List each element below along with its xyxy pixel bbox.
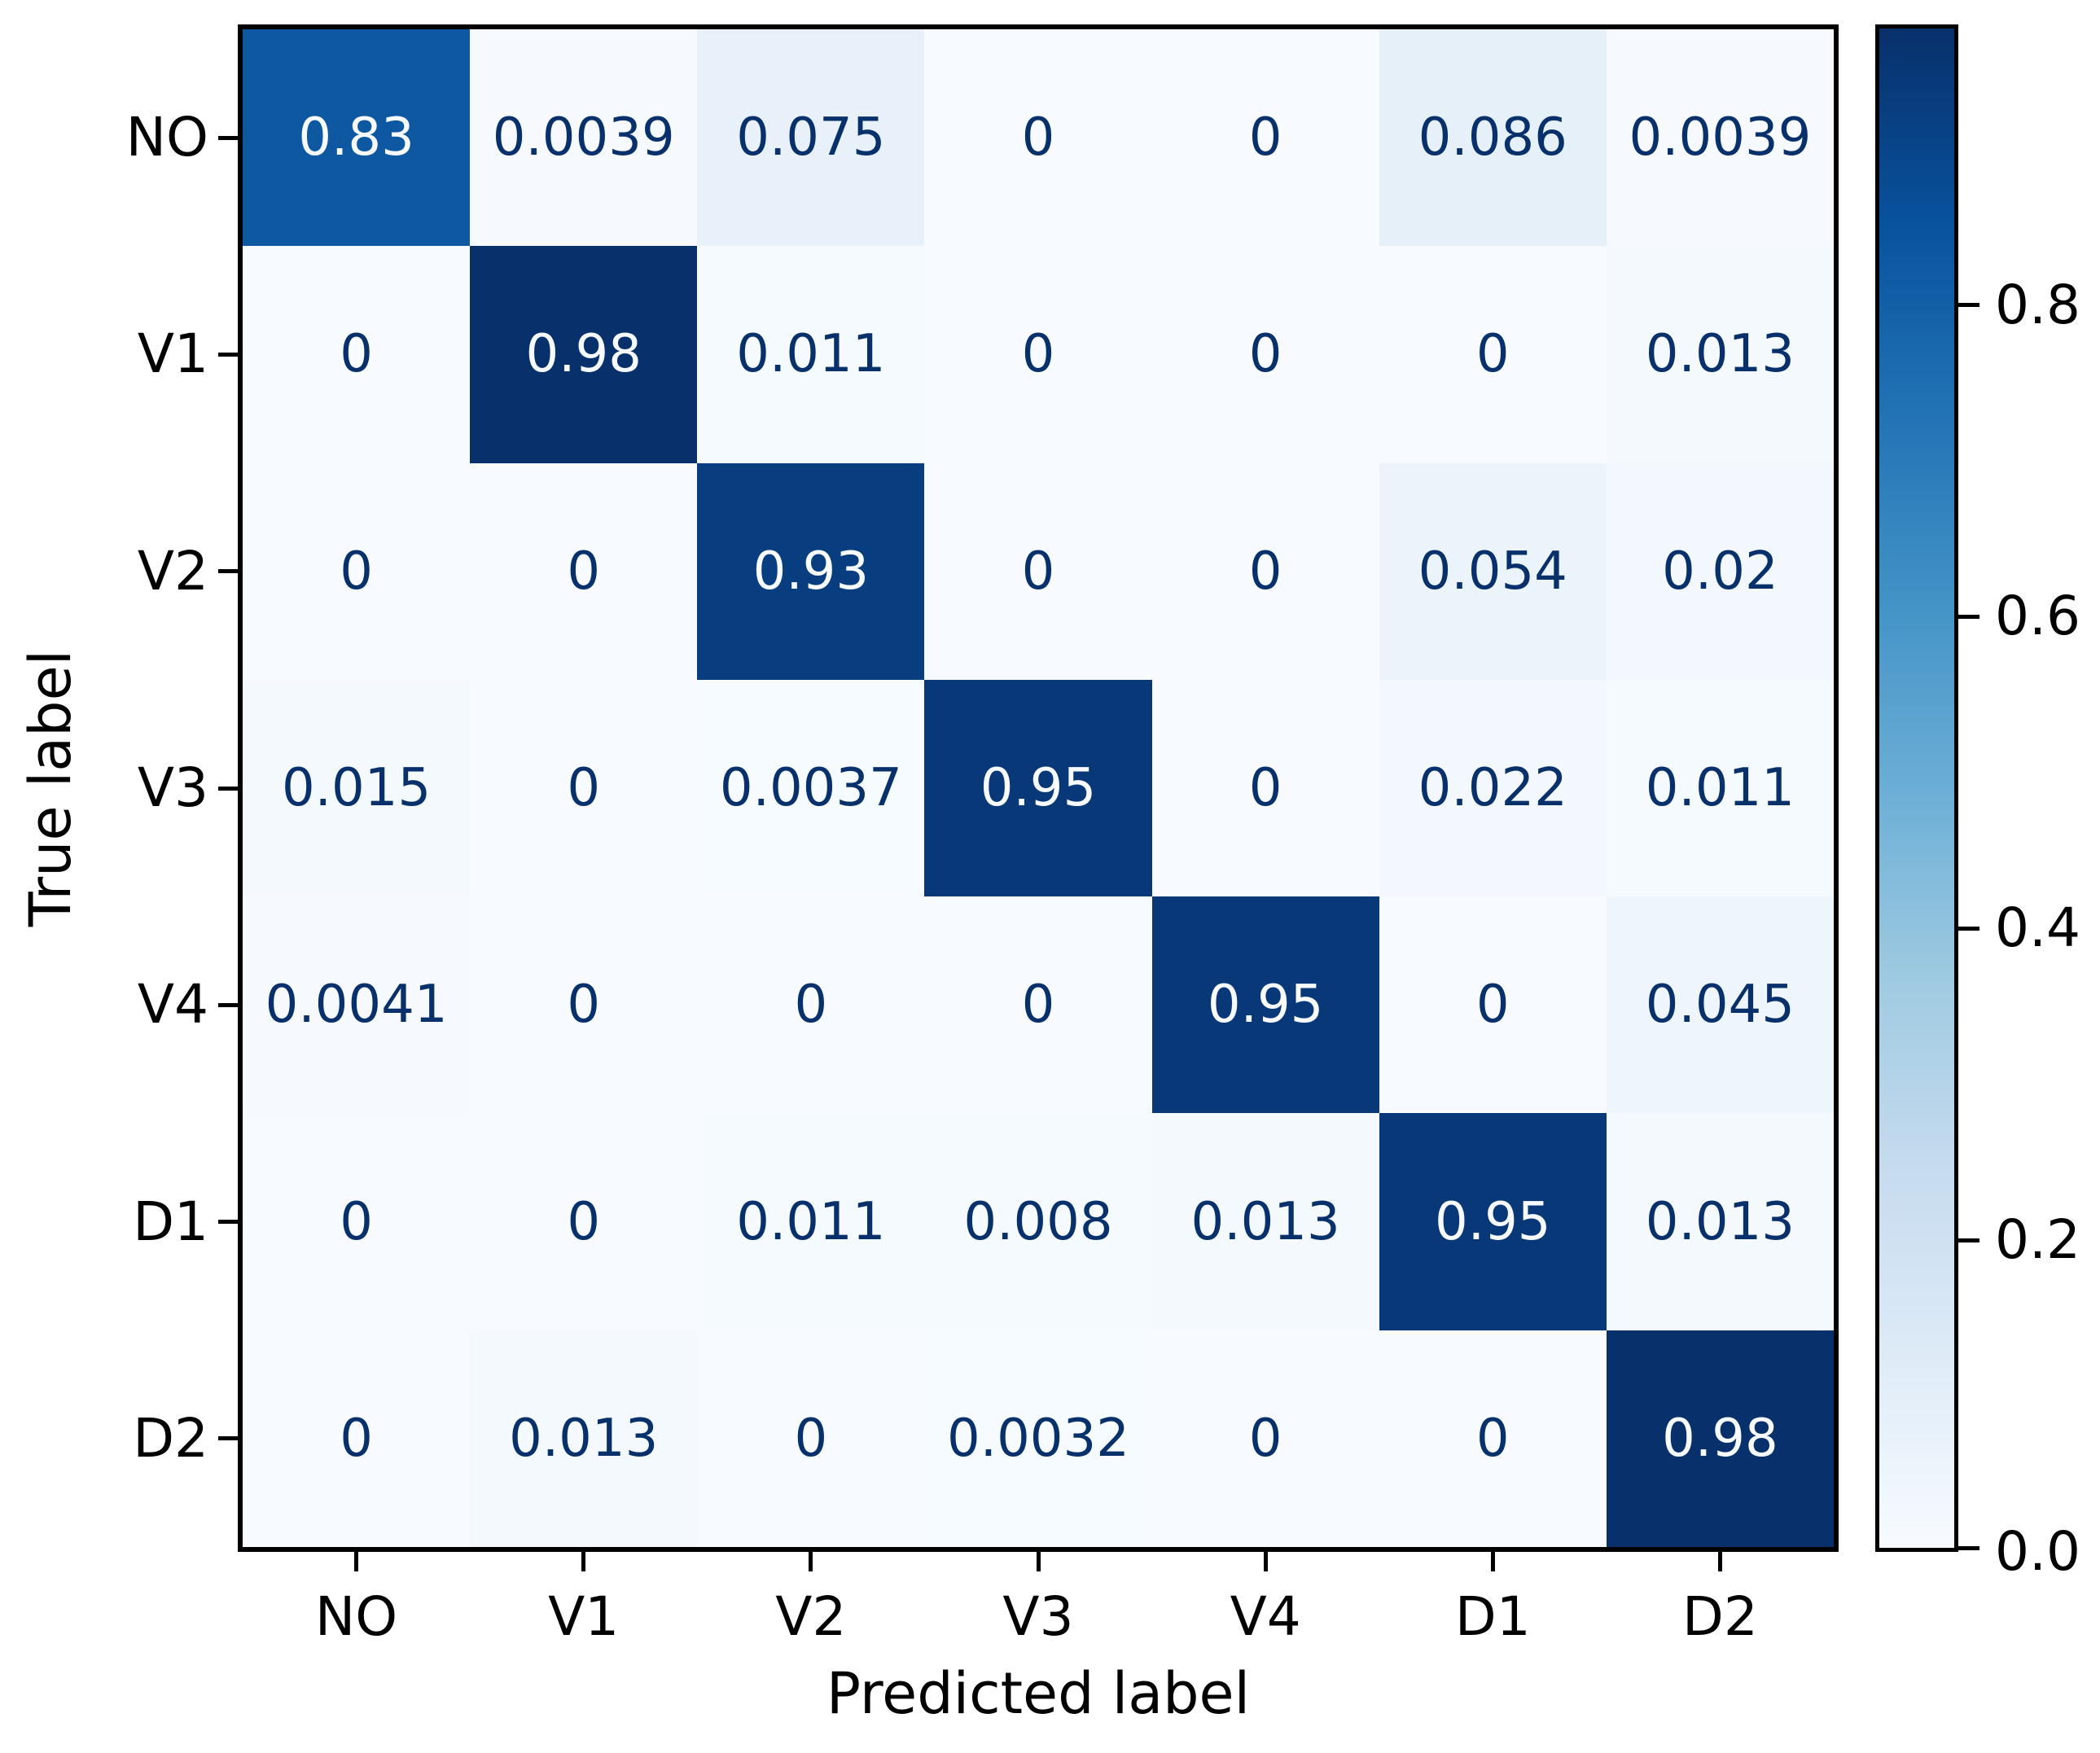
- colorbar-tick-mark: [1958, 926, 1979, 931]
- matrix-cell: 0.0037: [697, 679, 925, 897]
- matrix-cell: 0.93: [697, 462, 925, 680]
- y-tick-mark: [218, 569, 238, 574]
- matrix-cell: 0: [1151, 1330, 1379, 1547]
- matrix-cell: 0.98: [1606, 1330, 1834, 1547]
- matrix-cell: 0: [470, 679, 698, 897]
- matrix-cell: 0.0039: [470, 29, 698, 247]
- matrix-cell: 0.013: [1606, 1113, 1834, 1330]
- matrix-cell: 0.011: [697, 1113, 925, 1330]
- matrix-cell: 0: [470, 896, 698, 1114]
- matrix-cell: 0.95: [1151, 896, 1379, 1114]
- colorbar-tick-mark: [1958, 1238, 1979, 1242]
- x-tick-label: V3: [1002, 1585, 1074, 1648]
- matrix-cell: 0.95: [1379, 1113, 1607, 1330]
- matrix-cell: 0.98: [470, 246, 698, 463]
- matrix-cell: 0.008: [924, 1113, 1152, 1330]
- matrix-cell: 0.83: [243, 29, 471, 247]
- x-tick-label: NO: [314, 1585, 398, 1648]
- y-tick-mark: [218, 135, 238, 140]
- matrix-cell: 0.054: [1379, 462, 1607, 680]
- matrix-cell: 0: [697, 1330, 925, 1547]
- y-tick-label: V4: [137, 973, 208, 1036]
- y-tick-label: V3: [137, 756, 208, 819]
- x-tick-mark: [809, 1552, 813, 1571]
- matrix-cell: 0: [470, 462, 698, 680]
- x-tick-label: D1: [1454, 1585, 1531, 1648]
- matrix-cell: 0.045: [1606, 896, 1834, 1114]
- matrix-cell: 0.0032: [924, 1330, 1152, 1547]
- matrix-cell: 0: [697, 896, 925, 1114]
- colorbar-tick-mark: [1958, 303, 1979, 308]
- matrix-cell: 0: [243, 1330, 471, 1547]
- matrix-cell: 0: [1379, 246, 1607, 463]
- matrix-cell: 0: [924, 896, 1152, 1114]
- matrix-cell: 0: [1151, 679, 1379, 897]
- matrix-cell: 0.013: [1151, 1113, 1379, 1330]
- matrix-cell: 0: [924, 246, 1152, 463]
- x-axis-label: Predicted label: [826, 1660, 1251, 1727]
- y-tick-label: NO: [125, 106, 208, 169]
- matrix-cell: 0.015: [243, 679, 471, 897]
- matrix-cell: 0: [470, 1113, 698, 1330]
- matrix-cell: 0: [924, 29, 1152, 247]
- matrix-cell: 0.075: [697, 29, 925, 247]
- matrix-cell: 0.95: [924, 679, 1152, 897]
- matrix-cell: 0.086: [1379, 29, 1607, 247]
- matrix-cell: 0: [1151, 29, 1379, 247]
- x-tick-label: V4: [1230, 1585, 1301, 1648]
- colorbar-tick-mark: [1958, 614, 1979, 619]
- matrix-cell: 0.0041: [243, 896, 471, 1114]
- x-tick-mark: [1717, 1552, 1722, 1571]
- y-tick-label: D1: [133, 1190, 208, 1253]
- x-tick-label: D2: [1682, 1585, 1758, 1648]
- colorbar-tick-label: 0.0: [1995, 1520, 2080, 1583]
- matrix-cell: 0.022: [1379, 679, 1607, 897]
- colorbar-tick-label: 0.8: [1995, 273, 2080, 336]
- y-tick-mark: [218, 352, 238, 357]
- matrix-cell: 0.011: [1606, 679, 1834, 897]
- matrix-cell: 0.02: [1606, 462, 1834, 680]
- x-tick-mark: [1490, 1552, 1495, 1571]
- y-tick-label: V2: [137, 539, 208, 603]
- colorbar-tick-label: 0.4: [1995, 896, 2080, 960]
- matrix-cell: 0: [924, 462, 1152, 680]
- matrix-cell: 0: [1151, 246, 1379, 463]
- matrix-cell: 0: [243, 246, 471, 463]
- colorbar-tick-label: 0.2: [1995, 1208, 2080, 1272]
- matrix-cell: 0: [1151, 462, 1379, 680]
- matrix-cell: 0: [1379, 896, 1607, 1114]
- colorbar-tick-label: 0.6: [1995, 585, 2080, 648]
- matrix-cell: 0: [243, 462, 471, 680]
- colorbar-tick-mark: [1958, 1545, 1979, 1550]
- y-tick-label: V1: [137, 322, 208, 386]
- heatmap-plot: 0.83 0.0039 0.075 0 0 0.086 0.0039 0 0.98 0.011 0 0…: [238, 24, 1839, 1552]
- x-tick-mark: [1263, 1552, 1268, 1571]
- y-tick-mark: [218, 1002, 238, 1007]
- x-tick-label: V2: [775, 1585, 847, 1648]
- matrix-cell: 0.013: [470, 1330, 698, 1547]
- matrix-cell: 0: [243, 1113, 471, 1330]
- x-tick-mark: [1036, 1552, 1041, 1571]
- y-tick-mark: [218, 786, 238, 791]
- y-tick-mark: [218, 1436, 238, 1441]
- matrix-cell: 0.011: [697, 246, 925, 463]
- colorbar: [1875, 24, 1958, 1552]
- y-tick-label: D2: [133, 1406, 208, 1470]
- matrix-cell: 0.0039: [1606, 29, 1834, 247]
- matrix-cell: 0.013: [1606, 246, 1834, 463]
- x-tick-mark: [581, 1552, 586, 1571]
- x-tick-mark: [354, 1552, 359, 1571]
- matrix-cell: 0: [1379, 1330, 1607, 1547]
- x-tick-label: V1: [548, 1585, 620, 1648]
- y-tick-mark: [218, 1220, 238, 1225]
